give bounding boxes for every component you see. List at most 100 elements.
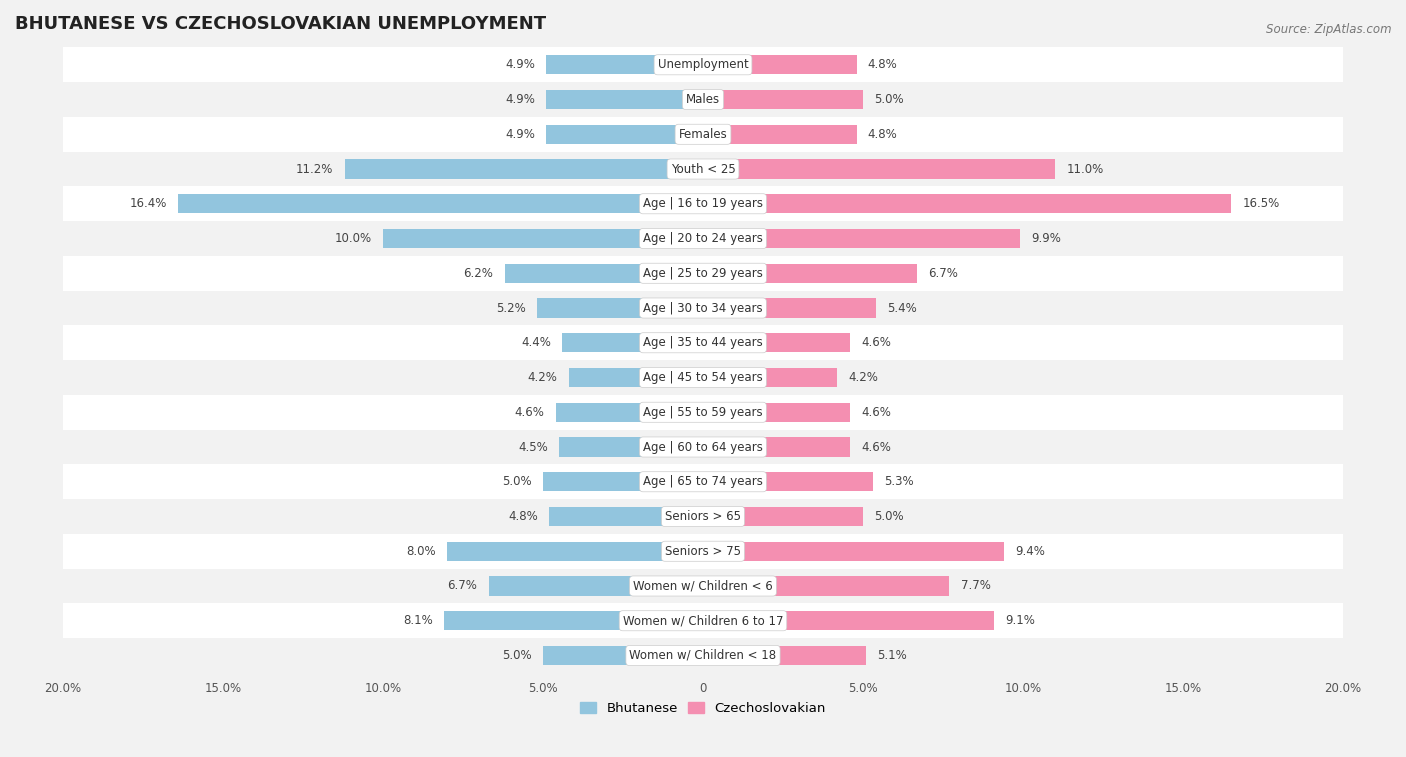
Text: 16.4%: 16.4% xyxy=(129,198,167,210)
Bar xyxy=(703,160,1054,179)
Bar xyxy=(63,603,1343,638)
Bar xyxy=(703,611,994,631)
Bar xyxy=(63,221,1343,256)
Text: Women w/ Children < 18: Women w/ Children < 18 xyxy=(630,649,776,662)
Bar xyxy=(63,430,1343,464)
Bar xyxy=(382,229,703,248)
Bar xyxy=(550,507,703,526)
Text: Women w/ Children 6 to 17: Women w/ Children 6 to 17 xyxy=(623,614,783,628)
Text: Youth < 25: Youth < 25 xyxy=(671,163,735,176)
Text: Women w/ Children < 6: Women w/ Children < 6 xyxy=(633,580,773,593)
Text: Age | 55 to 59 years: Age | 55 to 59 years xyxy=(643,406,763,419)
Bar xyxy=(63,291,1343,326)
Bar xyxy=(546,90,703,109)
Text: 8.1%: 8.1% xyxy=(404,614,433,628)
Bar xyxy=(703,90,863,109)
Text: Age | 65 to 74 years: Age | 65 to 74 years xyxy=(643,475,763,488)
Text: 4.6%: 4.6% xyxy=(515,406,544,419)
Text: 5.2%: 5.2% xyxy=(496,301,526,314)
Text: 16.5%: 16.5% xyxy=(1241,198,1279,210)
Bar xyxy=(703,195,1232,213)
Bar xyxy=(505,263,703,283)
Text: 9.1%: 9.1% xyxy=(1005,614,1035,628)
Bar xyxy=(546,55,703,74)
Bar xyxy=(543,646,703,665)
Text: Males: Males xyxy=(686,93,720,106)
Text: 6.2%: 6.2% xyxy=(464,266,494,280)
Text: Females: Females xyxy=(679,128,727,141)
Text: Age | 30 to 34 years: Age | 30 to 34 years xyxy=(643,301,763,314)
Text: 11.2%: 11.2% xyxy=(297,163,333,176)
Bar xyxy=(703,438,851,456)
Text: 4.8%: 4.8% xyxy=(868,58,897,71)
Text: Source: ZipAtlas.com: Source: ZipAtlas.com xyxy=(1267,23,1392,36)
Bar xyxy=(703,403,851,422)
Bar xyxy=(63,534,1343,569)
Bar xyxy=(703,125,856,144)
Bar xyxy=(179,195,703,213)
Bar xyxy=(546,125,703,144)
Text: BHUTANESE VS CZECHOSLOVAKIAN UNEMPLOYMENT: BHUTANESE VS CZECHOSLOVAKIAN UNEMPLOYMEN… xyxy=(15,15,546,33)
Bar xyxy=(703,55,856,74)
Text: 5.0%: 5.0% xyxy=(875,510,904,523)
Bar xyxy=(63,117,1343,151)
Text: Seniors > 75: Seniors > 75 xyxy=(665,545,741,558)
Bar xyxy=(63,360,1343,395)
Bar xyxy=(703,542,1004,561)
Bar xyxy=(63,186,1343,221)
Text: Seniors > 65: Seniors > 65 xyxy=(665,510,741,523)
Text: 4.9%: 4.9% xyxy=(505,128,536,141)
Bar xyxy=(703,472,873,491)
Text: Age | 20 to 24 years: Age | 20 to 24 years xyxy=(643,232,763,245)
Text: 4.6%: 4.6% xyxy=(862,441,891,453)
Text: Age | 25 to 29 years: Age | 25 to 29 years xyxy=(643,266,763,280)
Bar xyxy=(63,83,1343,117)
Bar xyxy=(703,507,863,526)
Text: 5.0%: 5.0% xyxy=(502,649,531,662)
Bar xyxy=(63,638,1343,673)
Text: 8.0%: 8.0% xyxy=(406,545,436,558)
Text: 4.9%: 4.9% xyxy=(505,58,536,71)
Text: 5.3%: 5.3% xyxy=(884,475,914,488)
Bar xyxy=(63,464,1343,499)
Text: 4.6%: 4.6% xyxy=(862,406,891,419)
Bar xyxy=(703,263,917,283)
Text: 11.0%: 11.0% xyxy=(1066,163,1104,176)
Bar xyxy=(703,646,866,665)
Text: 4.6%: 4.6% xyxy=(862,336,891,349)
Bar xyxy=(63,569,1343,603)
Bar xyxy=(703,333,851,352)
Bar xyxy=(703,368,838,387)
Text: 9.9%: 9.9% xyxy=(1031,232,1062,245)
Text: 6.7%: 6.7% xyxy=(928,266,959,280)
Bar xyxy=(562,333,703,352)
Bar xyxy=(560,438,703,456)
Bar xyxy=(63,395,1343,430)
Bar xyxy=(543,472,703,491)
Bar xyxy=(568,368,703,387)
Text: Unemployment: Unemployment xyxy=(658,58,748,71)
Text: 4.2%: 4.2% xyxy=(849,371,879,384)
Bar xyxy=(63,499,1343,534)
Text: 4.2%: 4.2% xyxy=(527,371,557,384)
Bar xyxy=(703,298,876,318)
Text: 5.0%: 5.0% xyxy=(502,475,531,488)
Bar xyxy=(447,542,703,561)
Text: 10.0%: 10.0% xyxy=(335,232,371,245)
Text: 4.4%: 4.4% xyxy=(522,336,551,349)
Text: Age | 60 to 64 years: Age | 60 to 64 years xyxy=(643,441,763,453)
Bar xyxy=(537,298,703,318)
Text: 9.4%: 9.4% xyxy=(1015,545,1045,558)
Text: 4.5%: 4.5% xyxy=(517,441,548,453)
Text: 7.7%: 7.7% xyxy=(960,580,990,593)
Bar xyxy=(703,229,1019,248)
Text: Age | 35 to 44 years: Age | 35 to 44 years xyxy=(643,336,763,349)
Text: 5.0%: 5.0% xyxy=(875,93,904,106)
Text: Age | 45 to 54 years: Age | 45 to 54 years xyxy=(643,371,763,384)
Bar xyxy=(555,403,703,422)
Bar xyxy=(63,326,1343,360)
Bar xyxy=(344,160,703,179)
Text: 4.9%: 4.9% xyxy=(505,93,536,106)
Text: 6.7%: 6.7% xyxy=(447,580,478,593)
Text: Age | 16 to 19 years: Age | 16 to 19 years xyxy=(643,198,763,210)
